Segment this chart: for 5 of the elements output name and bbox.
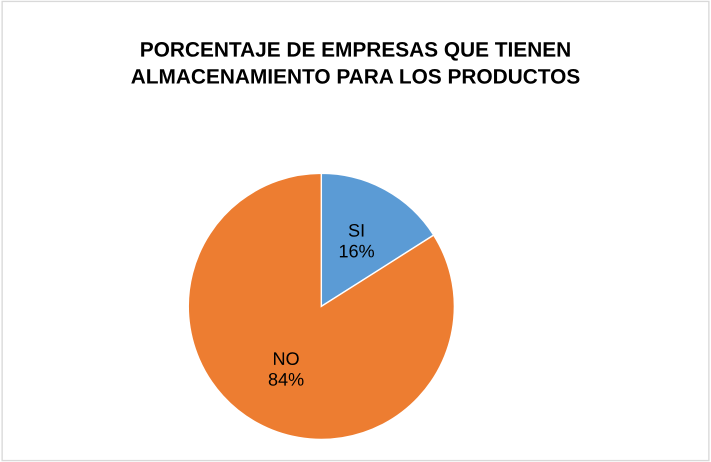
slice-label: NO	[274, 352, 299, 365]
slice-label: SI	[348, 224, 364, 237]
data-label: 16%	[340, 244, 374, 258]
data-label: 84%	[268, 372, 304, 386]
chart-title: PORCENTAJE DE EMPRESAS QUE TIENEN ALMACENAMIENTO PARA LOS PRODUCTOS	[131, 42, 580, 84]
